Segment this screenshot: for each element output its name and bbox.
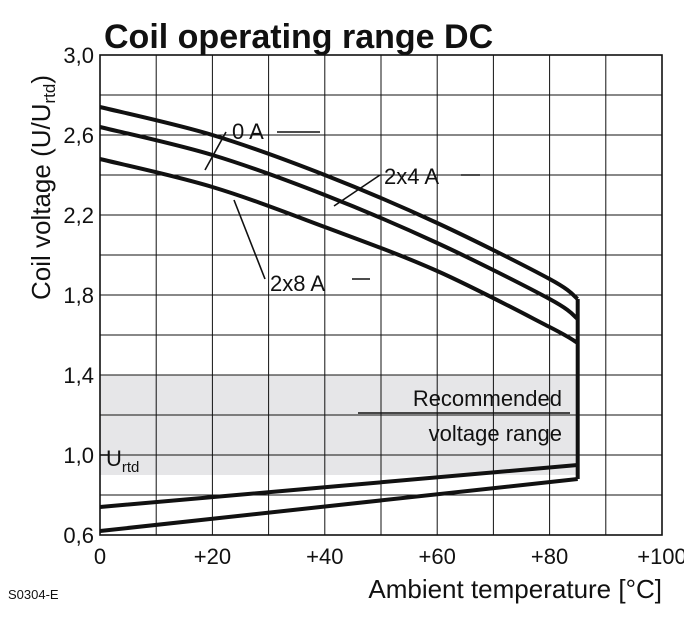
x-tick-label: +80 xyxy=(531,544,568,569)
recommended-label-line1: Recommended xyxy=(413,386,562,411)
y-tick-label: 1,0 xyxy=(63,443,94,468)
y-tick-label: 2,2 xyxy=(63,203,94,228)
urtd-label-sub: rtd xyxy=(122,459,140,476)
series-lines xyxy=(99,105,580,533)
tick-labels: 0 +20 +40 +60 +80 +100 0,6 1,0 1,4 1,8 2,2 2,6 3,0 xyxy=(63,43,684,569)
leader-0a xyxy=(204,131,227,171)
recommended-range-shading xyxy=(100,375,578,475)
y-axis-title-sub: rtd xyxy=(40,84,59,104)
series-label-2x4a: 2x4 A xyxy=(384,164,439,189)
y-tick-label: 1,4 xyxy=(63,363,94,388)
leader-2x4a xyxy=(333,174,381,207)
drawing-code: S0304-E xyxy=(8,587,59,602)
x-tick-label: +60 xyxy=(419,544,456,569)
x-tick-label: +100 xyxy=(637,544,684,569)
urtd-label-main: U xyxy=(106,446,122,471)
y-tick-label: 3,0 xyxy=(63,43,94,68)
series-line-2x8a xyxy=(99,157,579,345)
y-tick-label: 1,8 xyxy=(63,283,94,308)
series-label-0a: 0 A xyxy=(232,119,264,144)
x-axis-title: Ambient temperature [°C] xyxy=(368,574,662,604)
x-tick-label: 0 xyxy=(94,544,106,569)
leader-2x8a xyxy=(233,199,266,280)
urtd-label: Urtd xyxy=(106,446,139,476)
series-line-lower-limit-1 xyxy=(99,463,578,509)
series-line-lower-limit-2 xyxy=(99,477,578,533)
recommended-label-line2: voltage range xyxy=(429,421,562,446)
series-label-2x8a: 2x8 A xyxy=(270,271,325,296)
y-tick-label: 0,6 xyxy=(63,523,94,548)
y-axis-title-main: Coil voltage (U/U xyxy=(26,103,56,300)
y-tick-label: 2,6 xyxy=(63,123,94,148)
y-axis-title-end: ) xyxy=(26,75,56,84)
chart-title: Coil operating range DC xyxy=(104,18,493,56)
series-line-0a xyxy=(99,105,579,301)
label-leaders xyxy=(100,131,570,456)
x-tick-label: +20 xyxy=(194,544,231,569)
plot-frame xyxy=(99,54,663,536)
x-tick-label: +40 xyxy=(306,544,343,569)
y-axis-title: Coil voltage (U/Urtd) xyxy=(26,75,59,300)
series-line-2x4a xyxy=(99,125,579,321)
